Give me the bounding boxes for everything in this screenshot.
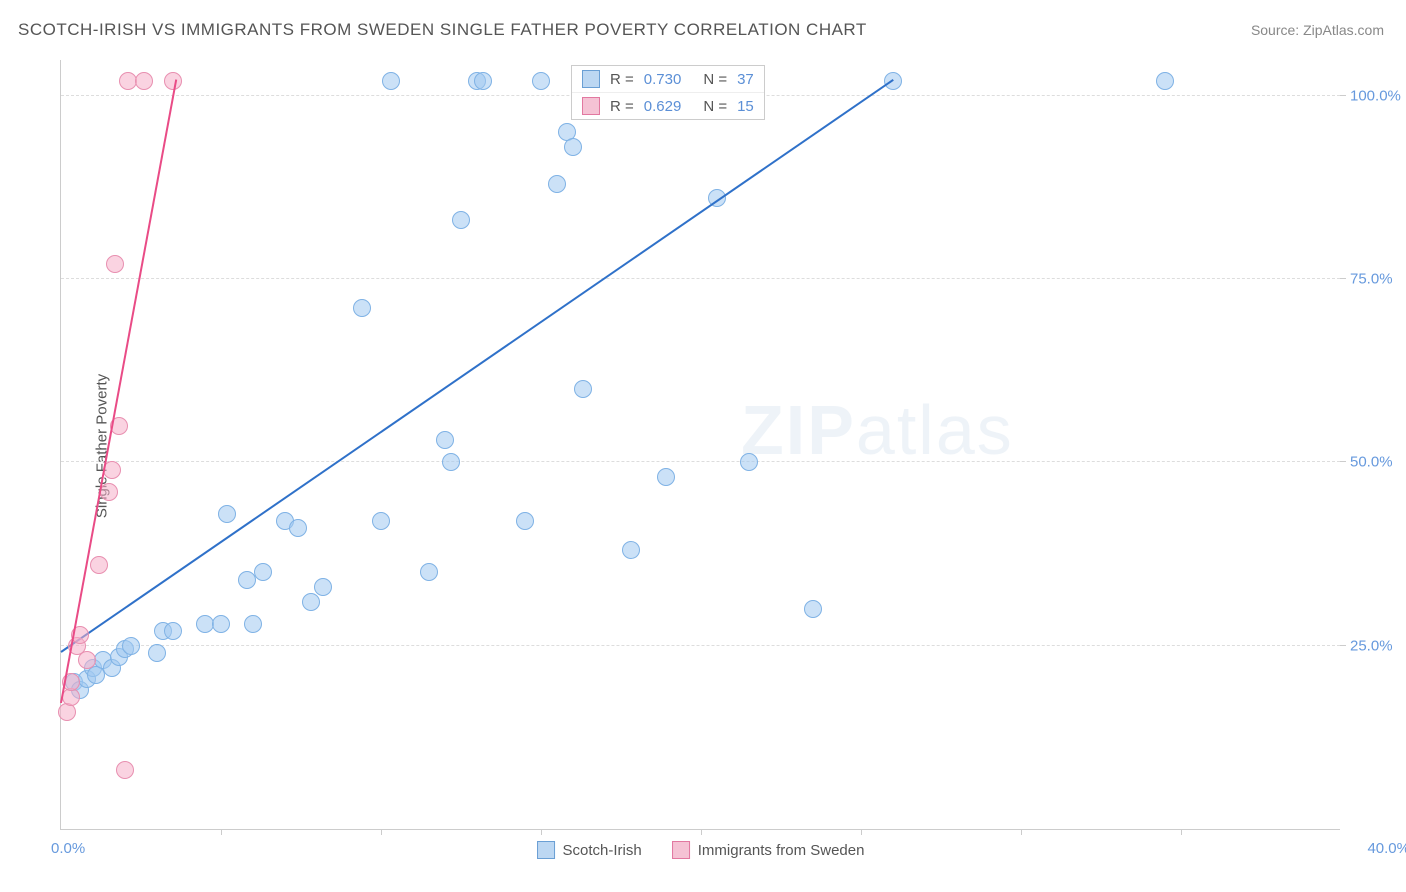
y-tick-mark bbox=[1340, 461, 1346, 462]
x-tick-mark bbox=[541, 829, 542, 835]
x-tick-label-min: 0.0% bbox=[51, 840, 85, 857]
scatter-point bbox=[218, 505, 236, 523]
scatter-point bbox=[452, 211, 470, 229]
series-legend-label: Scotch-Irish bbox=[563, 842, 642, 859]
r-label: R = bbox=[610, 71, 634, 88]
scatter-point bbox=[564, 138, 582, 156]
scatter-point bbox=[90, 556, 108, 574]
scatter-point bbox=[289, 519, 307, 537]
scatter-point bbox=[372, 512, 390, 530]
chart-title: SCOTCH-IRISH VS IMMIGRANTS FROM SWEDEN S… bbox=[18, 20, 867, 40]
scatter-point bbox=[78, 651, 96, 669]
scatter-point bbox=[548, 175, 566, 193]
scatter-point bbox=[122, 637, 140, 655]
scatter-point bbox=[148, 644, 166, 662]
scatter-point bbox=[212, 615, 230, 633]
scatter-point bbox=[532, 72, 550, 90]
n-value: 15 bbox=[737, 98, 754, 115]
stats-legend: R = 0.730 N = 37 R = 0.629 N = 15 bbox=[571, 65, 765, 120]
n-label: N = bbox=[703, 71, 727, 88]
x-tick-label-max: 40.0% bbox=[1367, 840, 1406, 857]
r-value: 0.629 bbox=[644, 98, 682, 115]
scatter-point bbox=[314, 578, 332, 596]
y-tick-mark bbox=[1340, 645, 1346, 646]
series-legend-item: Immigrants from Sweden bbox=[672, 841, 865, 859]
x-tick-mark bbox=[1021, 829, 1022, 835]
gridline bbox=[61, 645, 1340, 646]
watermark-bold: ZIP bbox=[741, 391, 856, 469]
legend-swatch bbox=[582, 70, 600, 88]
y-tick-label: 100.0% bbox=[1350, 87, 1406, 104]
scatter-point bbox=[740, 453, 758, 471]
series-legend-item: Scotch-Irish bbox=[537, 841, 642, 859]
chart-container: SCOTCH-IRISH VS IMMIGRANTS FROM SWEDEN S… bbox=[0, 0, 1406, 892]
scatter-point bbox=[804, 600, 822, 618]
legend-swatch bbox=[537, 841, 555, 859]
source-attribution: Source: ZipAtlas.com bbox=[1251, 22, 1384, 38]
gridline bbox=[61, 278, 1340, 279]
scatter-point bbox=[1156, 72, 1174, 90]
scatter-point bbox=[254, 563, 272, 581]
scatter-point bbox=[436, 431, 454, 449]
scatter-point bbox=[442, 453, 460, 471]
series-legend-label: Immigrants from Sweden bbox=[698, 842, 865, 859]
scatter-point bbox=[474, 72, 492, 90]
trend-line bbox=[60, 79, 893, 653]
scatter-point bbox=[420, 563, 438, 581]
r-value: 0.730 bbox=[644, 71, 682, 88]
scatter-point bbox=[622, 541, 640, 559]
y-tick-mark bbox=[1340, 278, 1346, 279]
x-tick-mark bbox=[701, 829, 702, 835]
watermark-thin: atlas bbox=[856, 391, 1014, 469]
x-tick-mark bbox=[221, 829, 222, 835]
scatter-point bbox=[353, 299, 371, 317]
y-tick-mark bbox=[1340, 95, 1346, 96]
plot-area: ZIPatlas 25.0%50.0%75.0%100.0%0.0%40.0%R… bbox=[60, 60, 1340, 830]
scatter-point bbox=[116, 761, 134, 779]
scatter-point bbox=[135, 72, 153, 90]
y-tick-label: 75.0% bbox=[1350, 271, 1406, 288]
y-tick-label: 50.0% bbox=[1350, 454, 1406, 471]
scatter-point bbox=[244, 615, 262, 633]
r-label: R = bbox=[610, 98, 634, 115]
stats-legend-row: R = 0.629 N = 15 bbox=[572, 93, 764, 119]
x-tick-mark bbox=[861, 829, 862, 835]
x-tick-mark bbox=[1181, 829, 1182, 835]
legend-swatch bbox=[672, 841, 690, 859]
n-value: 37 bbox=[737, 71, 754, 88]
y-tick-label: 25.0% bbox=[1350, 637, 1406, 654]
x-tick-mark bbox=[381, 829, 382, 835]
n-label: N = bbox=[703, 98, 727, 115]
scatter-point bbox=[100, 483, 118, 501]
legend-swatch bbox=[582, 97, 600, 115]
stats-legend-row: R = 0.730 N = 37 bbox=[572, 66, 764, 93]
scatter-point bbox=[106, 255, 124, 273]
scatter-point bbox=[516, 512, 534, 530]
scatter-point bbox=[657, 468, 675, 486]
scatter-point bbox=[574, 380, 592, 398]
watermark: ZIPatlas bbox=[741, 390, 1014, 470]
gridline bbox=[61, 461, 1340, 462]
scatter-point bbox=[164, 622, 182, 640]
scatter-point bbox=[382, 72, 400, 90]
series-legend: Scotch-Irish Immigrants from Sweden bbox=[537, 841, 865, 859]
scatter-point bbox=[302, 593, 320, 611]
